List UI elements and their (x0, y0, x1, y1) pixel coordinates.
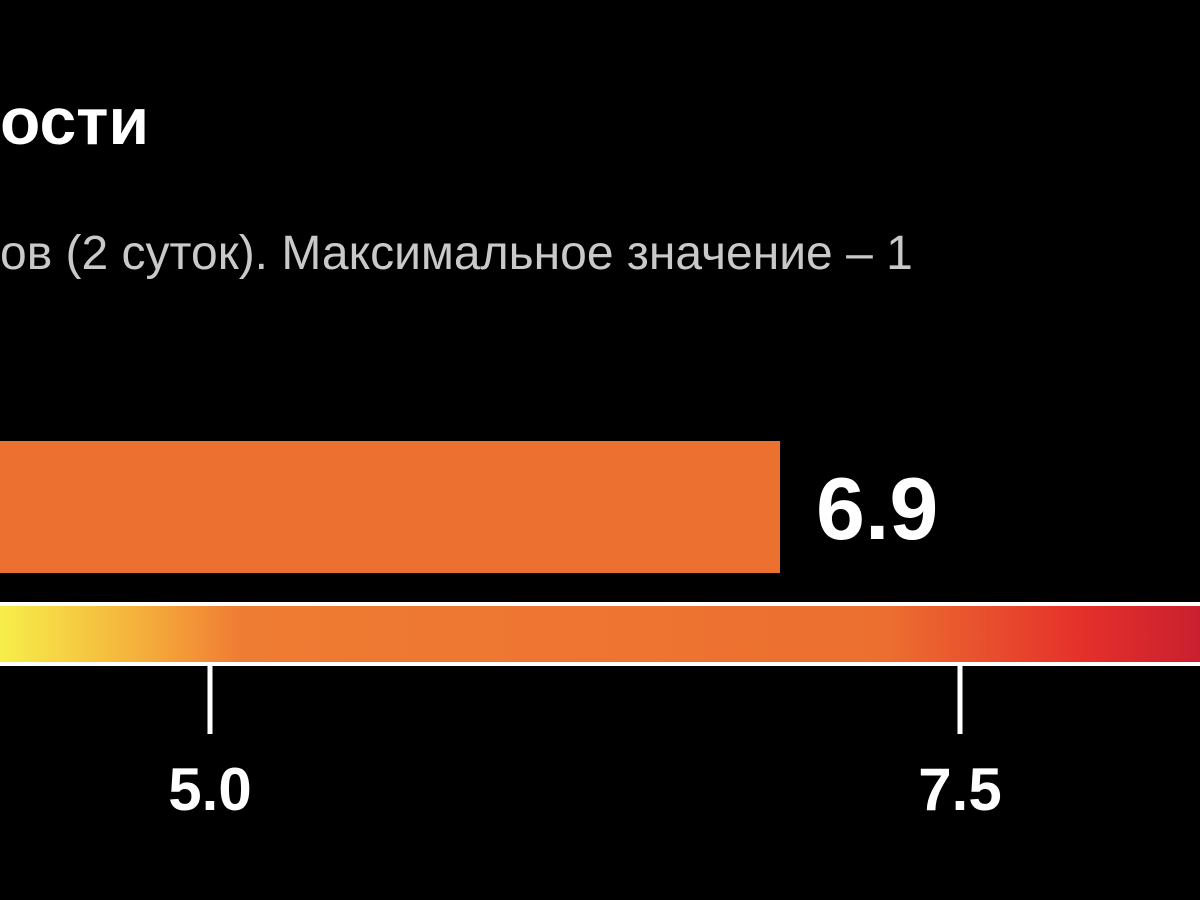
x-tick-label: 5.0 (168, 756, 251, 823)
colorbar-layer (0, 602, 1200, 666)
colorbar (0, 602, 1200, 666)
chart-title: ости (0, 84, 150, 158)
bar (0, 441, 780, 573)
chart-subtitle: ов (2 суток). Максимальное значение – 1 (0, 227, 913, 280)
x-tick-label: 7.5 (918, 756, 1001, 823)
bars-layer: 6.9 (0, 441, 938, 573)
ticks-layer: 5.0 7.5 (168, 666, 1002, 823)
bar-value-label: 6.9 (816, 459, 938, 558)
